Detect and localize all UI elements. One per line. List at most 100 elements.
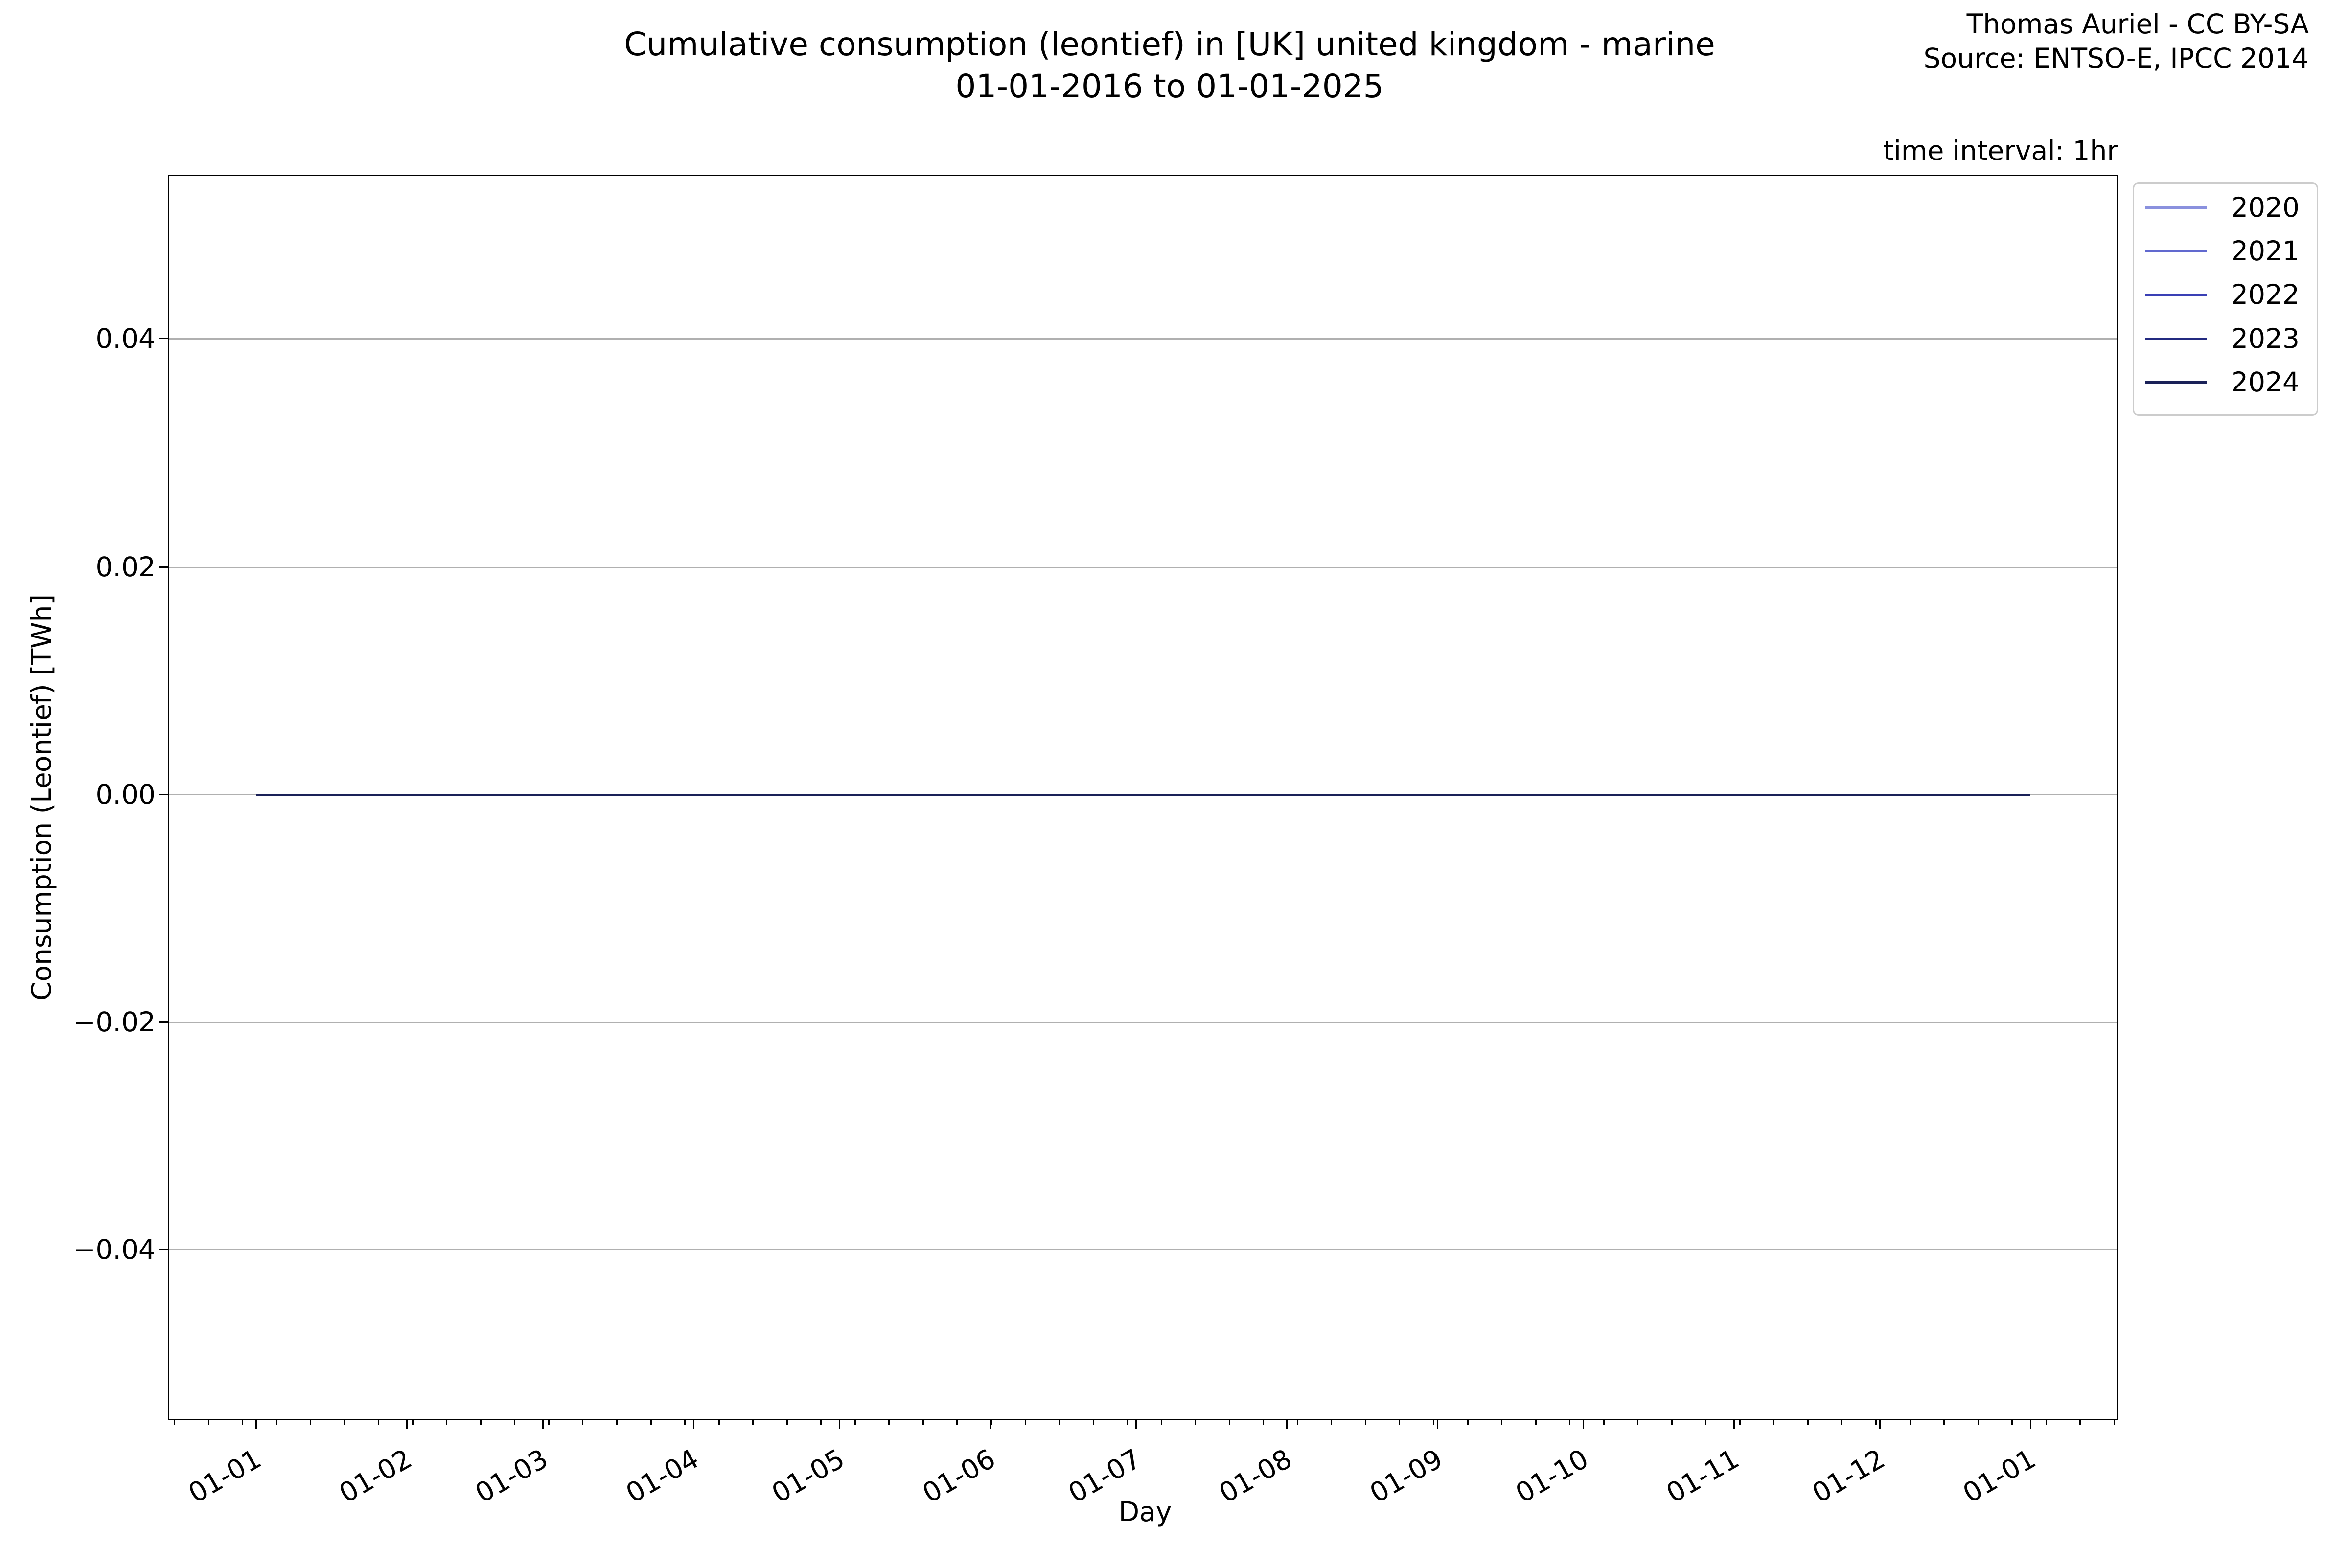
x-tick-mark-minor bbox=[2079, 1419, 2081, 1425]
x-tick-mark-minor bbox=[1671, 1419, 1673, 1425]
legend-entry: 2022 bbox=[2134, 277, 2317, 312]
x-tick-mark-minor bbox=[446, 1419, 447, 1425]
x-tick-mark-minor bbox=[922, 1419, 924, 1425]
legend: 2020 2021 2022 2023 2024 bbox=[2133, 182, 2318, 416]
x-tick-mark-major bbox=[839, 1419, 840, 1429]
x-tick-mark-minor bbox=[650, 1419, 652, 1425]
y-axis-label: Consumption (Leontief) [TWh] bbox=[26, 594, 57, 1000]
x-tick-mark-minor bbox=[2011, 1419, 2013, 1425]
x-tick-mark-minor bbox=[1229, 1419, 1230, 1425]
x-tick-mark-minor bbox=[956, 1419, 958, 1425]
x-tick-mark-minor bbox=[1127, 1419, 1128, 1425]
y-tick-label: 0.00 bbox=[95, 779, 156, 810]
x-tick-mark-major bbox=[693, 1419, 694, 1429]
x-tick-mark-major bbox=[1583, 1419, 1584, 1429]
x-tick-mark-minor bbox=[1978, 1419, 1979, 1425]
x-tick-mark-minor bbox=[1637, 1419, 1638, 1425]
x-tick-mark-minor bbox=[174, 1419, 175, 1425]
time-interval-note: time interval: 1hr bbox=[1883, 135, 2118, 166]
x-tick-mark-minor bbox=[480, 1419, 482, 1425]
x-tick-mark-major bbox=[990, 1419, 991, 1429]
x-tick-mark-minor bbox=[1569, 1419, 1570, 1425]
x-tick-mark-minor bbox=[1059, 1419, 1060, 1425]
legend-label: 2020 bbox=[2231, 192, 2300, 223]
y-tick-mark bbox=[159, 1249, 168, 1250]
x-tick-mark-minor bbox=[1161, 1419, 1162, 1425]
x-tick-mark-minor bbox=[412, 1419, 414, 1425]
x-tick-mark-minor bbox=[2046, 1419, 2047, 1425]
x-tick-mark-minor bbox=[1331, 1419, 1332, 1425]
chart-subtitle: 01-01-2016 to 01-01-2025 bbox=[955, 68, 1384, 105]
x-tick-mark-minor bbox=[1399, 1419, 1400, 1425]
x-tick-mark-minor bbox=[208, 1419, 209, 1425]
chart-title-block: Cumulative consumption (leontief) in [UK… bbox=[191, 23, 2148, 108]
y-tick-mark bbox=[159, 338, 168, 339]
y-tick-label: −0.04 bbox=[73, 1234, 156, 1265]
x-tick-mark-minor bbox=[1433, 1419, 1434, 1425]
x-tick-mark-major bbox=[406, 1419, 408, 1429]
x-tick-mark-major bbox=[1733, 1419, 1735, 1429]
legend-line-sample bbox=[2145, 206, 2207, 209]
x-tick-mark-major bbox=[1437, 1419, 1438, 1429]
legend-line-sample bbox=[2145, 338, 2207, 340]
x-tick-mark-minor bbox=[310, 1419, 311, 1425]
x-tick-mark-minor bbox=[1943, 1419, 1945, 1425]
x-tick-mark-major bbox=[1135, 1419, 1137, 1429]
plot-area bbox=[159, 175, 2118, 1429]
x-tick-mark-minor bbox=[1739, 1419, 1741, 1425]
legend-label: 2022 bbox=[2231, 279, 2300, 310]
attribution-source: Source: ENTSO-E, IPCC 2014 bbox=[1923, 43, 2309, 74]
x-tick-mark-major bbox=[1879, 1419, 1881, 1429]
x-tick-mark-minor bbox=[752, 1419, 754, 1425]
x-tick-mark-minor bbox=[242, 1419, 243, 1425]
x-tick-mark-major bbox=[1286, 1419, 1288, 1429]
x-tick-mark-minor bbox=[582, 1419, 583, 1425]
gridline-y--0.02 bbox=[169, 1022, 2117, 1023]
x-tick-mark-major bbox=[542, 1419, 544, 1429]
legend-line-sample bbox=[2145, 294, 2207, 296]
x-tick-mark-minor bbox=[276, 1419, 277, 1425]
x-tick-mark-minor bbox=[1875, 1419, 1877, 1425]
y-tick-mark bbox=[159, 566, 168, 568]
legend-label: 2023 bbox=[2231, 323, 2300, 354]
chart-title: Cumulative consumption (leontief) in [UK… bbox=[624, 25, 1715, 63]
x-tick-mark-minor bbox=[548, 1419, 550, 1425]
x-tick-mark-minor bbox=[514, 1419, 515, 1425]
legend-line-sample bbox=[2145, 250, 2207, 252]
x-tick-mark-minor bbox=[1807, 1419, 1809, 1425]
x-tick-mark-minor bbox=[718, 1419, 720, 1425]
legend-label: 2024 bbox=[2231, 366, 2300, 398]
x-axis-label: Day bbox=[1118, 1496, 1172, 1527]
y-tick-mark bbox=[159, 1021, 168, 1023]
y-tick-label: 0.02 bbox=[95, 551, 156, 583]
attribution: Thomas Auriel - CC BY-SA Source: ENTSO-E… bbox=[1924, 7, 2309, 75]
x-tick-mark-minor bbox=[786, 1419, 788, 1425]
x-tick-mark-minor bbox=[854, 1419, 856, 1425]
x-tick-mark-minor bbox=[1841, 1419, 1842, 1425]
x-tick-mark-major bbox=[255, 1419, 257, 1429]
x-tick-mark-minor bbox=[2114, 1419, 2115, 1425]
gridline-y--0.04 bbox=[169, 1249, 2117, 1250]
x-tick-mark-minor bbox=[344, 1419, 345, 1425]
series-line-2024 bbox=[256, 794, 2030, 796]
x-tick-mark-minor bbox=[1910, 1419, 1911, 1425]
x-tick-mark-minor bbox=[1705, 1419, 1706, 1425]
x-tick-mark-minor bbox=[684, 1419, 686, 1425]
legend-entry: 2021 bbox=[2134, 234, 2317, 268]
x-tick-mark-minor bbox=[1365, 1419, 1366, 1425]
y-tick-label: −0.02 bbox=[73, 1006, 156, 1038]
legend-entry: 2023 bbox=[2134, 321, 2317, 356]
x-tick-mark-minor bbox=[990, 1419, 992, 1425]
legend-entry: 2020 bbox=[2134, 190, 2317, 225]
x-tick-mark-minor bbox=[1025, 1419, 1026, 1425]
x-tick-mark-minor bbox=[616, 1419, 618, 1425]
x-tick-mark-minor bbox=[1263, 1419, 1264, 1425]
legend-line-sample bbox=[2145, 381, 2207, 384]
gridline-y-0.04 bbox=[169, 338, 2117, 340]
x-tick-mark-minor bbox=[888, 1419, 890, 1425]
x-tick-mark-minor bbox=[1195, 1419, 1196, 1425]
x-tick-mark-minor bbox=[820, 1419, 822, 1425]
x-tick-mark-minor bbox=[1603, 1419, 1605, 1425]
legend-label: 2021 bbox=[2231, 235, 2300, 267]
